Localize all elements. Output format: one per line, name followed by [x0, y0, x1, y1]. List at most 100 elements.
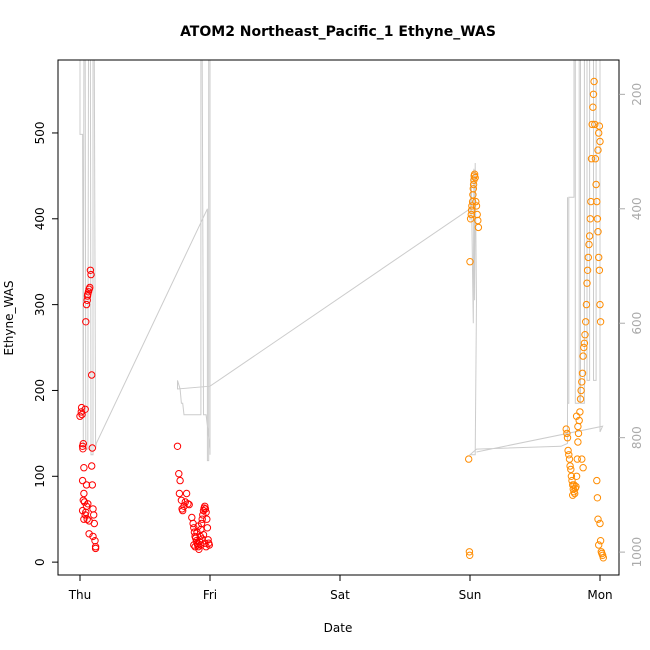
chart-title: ATOM2 Northeast_Pacific_1 Ethyne_WAS [180, 24, 496, 40]
data-point-s0-30 [86, 266, 95, 274]
x-tick-label-0: Thu [68, 588, 92, 602]
data-point-s0-48 [177, 496, 186, 504]
data-point-s1-75 [594, 146, 602, 154]
y-axis: 0 100 200 300 400 500 [33, 122, 58, 566]
y-tick-label-4: 400 [33, 207, 47, 230]
x-tick-label-2: Sat [330, 588, 350, 602]
data-point-s0-19 [82, 508, 90, 516]
data-point-s0-8 [78, 476, 87, 485]
y-tick-label-1: 100 [33, 465, 47, 488]
data-point-s1-38 [573, 455, 581, 463]
data-point-s0-88 [190, 541, 198, 549]
data-point-s1-42 [576, 408, 584, 416]
data-point-s1-67 [592, 180, 600, 189]
data-point-s1-14 [470, 170, 479, 178]
data-point-s0-79 [203, 524, 212, 532]
data-point-s1-54 [583, 266, 592, 274]
plot-frame [57, 59, 620, 576]
data-point-s0-0 [76, 412, 84, 420]
data-point-s1-25 [565, 451, 573, 459]
data-point-s1-16 [472, 197, 480, 206]
data-point-s0-55 [185, 500, 193, 509]
data-point-s1-20 [474, 223, 483, 232]
data-point-s1-70 [594, 228, 602, 236]
y2-tick-label-3: 800 [630, 426, 644, 449]
overlay-line [79, 59, 604, 462]
data-point-s1-55 [584, 253, 592, 262]
data-point-s1-11 [469, 180, 478, 189]
data-point-s0-22 [82, 318, 90, 326]
y2-tick-label-1: 400 [630, 197, 644, 220]
data-point-s0-2 [77, 403, 86, 412]
overlay-line-layer [79, 59, 604, 462]
data-point-s0-13 [80, 515, 88, 523]
data-point-s0-16 [84, 500, 92, 508]
data-point-s0-54 [184, 500, 192, 508]
data-point-s1-46 [578, 369, 587, 377]
data-point-s1-7 [468, 202, 476, 210]
data-point-s1-80 [593, 494, 602, 502]
y2-tick-label-0: 200 [630, 83, 644, 106]
data-point-s0-43 [85, 530, 93, 538]
y-tick-label-2: 200 [33, 379, 47, 402]
data-point-s0-91 [194, 522, 203, 530]
data-point-s0-50 [179, 506, 187, 515]
data-point-s0-47 [175, 489, 184, 498]
y-tick-label-3: 300 [33, 293, 47, 316]
data-point-s1-34 [571, 489, 579, 498]
data-point-s1-94 [579, 464, 587, 472]
data-point-s1-23 [563, 434, 572, 442]
data-point-s0-53 [182, 489, 191, 498]
data-point-s1-79 [593, 476, 601, 485]
data-point-s1-44 [577, 386, 585, 395]
data-point-s1-82 [595, 541, 603, 549]
data-point-s1-65 [591, 120, 599, 129]
data-point-s0-42 [91, 544, 100, 553]
data-point-s0-11 [79, 496, 88, 504]
data-point-s1-66 [591, 155, 600, 163]
data-point-s1-2 [466, 551, 474, 559]
data-point-s0-46 [176, 476, 184, 485]
data-point-s1-74 [596, 318, 605, 326]
data-point-s1-88 [599, 554, 607, 562]
y-tick-label-5: 500 [33, 122, 47, 145]
data-point-s1-77 [595, 122, 604, 130]
data-point-s0-6 [79, 440, 88, 448]
data-point-s1-45 [578, 378, 586, 386]
data-point-s0-20 [82, 481, 91, 489]
data-point-s1-89 [572, 412, 581, 420]
data-point-s0-44 [173, 442, 182, 450]
data-point-s1-15 [471, 173, 479, 182]
data-point-s1-30 [568, 476, 576, 485]
x-axis-label: Date [324, 621, 353, 635]
data-point-s0-84 [202, 543, 210, 551]
x-tick-label-1: Fri [203, 588, 217, 602]
data-point-s1-6 [467, 206, 476, 214]
data-point-s1-53 [583, 279, 591, 287]
data-point-s0-89 [191, 543, 199, 551]
data-point-s1-24 [564, 446, 572, 455]
data-point-s1-84 [596, 537, 605, 545]
data-point-s1-62 [589, 103, 597, 111]
data-point-s1-29 [567, 472, 576, 480]
data-point-s0-71 [198, 515, 206, 523]
data-points-layer [76, 77, 607, 562]
data-point-s1-60 [587, 155, 596, 163]
data-point-s0-36 [89, 505, 97, 513]
data-point-s0-5 [79, 445, 87, 453]
data-point-s0-38 [90, 519, 99, 528]
data-point-s0-7 [80, 464, 88, 472]
data-point-s1-49 [580, 339, 589, 347]
data-point-s0-39 [89, 532, 97, 541]
data-point-s0-66 [195, 545, 203, 553]
data-point-s0-67 [195, 537, 204, 546]
data-point-s1-91 [570, 481, 578, 489]
data-point-s1-59 [587, 197, 595, 206]
data-point-s1-51 [582, 318, 590, 326]
data-point-s1-26 [565, 455, 574, 463]
y2-tick-label-2: 600 [630, 312, 644, 335]
data-point-s1-1 [465, 548, 474, 556]
data-point-s1-69 [593, 215, 602, 223]
data-point-s1-61 [588, 120, 596, 129]
